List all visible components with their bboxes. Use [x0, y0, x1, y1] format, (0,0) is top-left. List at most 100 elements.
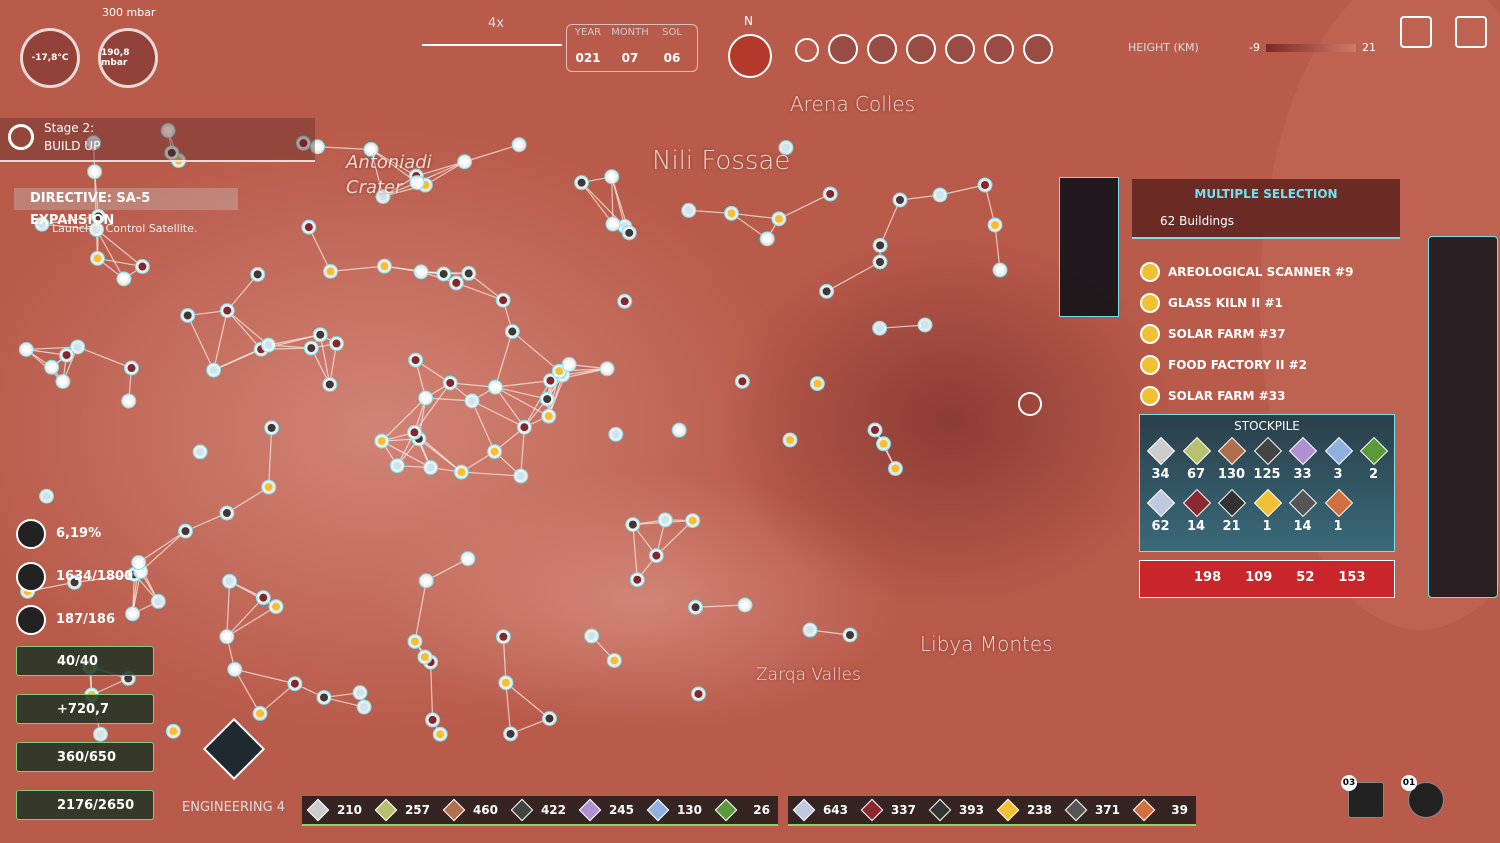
- road: [226, 581, 231, 637]
- selection-item[interactable]: SOLAR FARM #37: [1140, 318, 1390, 349]
- action-buttons[interactable]: [1059, 177, 1119, 317]
- stockpile-item: 21: [1214, 488, 1250, 534]
- building-core: [879, 439, 888, 448]
- building-core: [774, 214, 783, 223]
- road: [97, 257, 143, 268]
- road: [502, 636, 507, 683]
- resource-bar[interactable]: 360/650: [16, 742, 154, 772]
- build-sidebar[interactable]: [1428, 236, 1498, 598]
- item-icon: [1140, 323, 1160, 344]
- building-core: [410, 637, 419, 646]
- building-core: [230, 665, 239, 674]
- notification-count: 03: [1341, 775, 1357, 791]
- building-core: [325, 380, 334, 389]
- building-core: [446, 378, 455, 387]
- building-core: [608, 220, 617, 229]
- overlay-button[interactable]: [795, 38, 819, 62]
- building-core: [181, 527, 190, 536]
- resource-value: 39: [1171, 803, 1188, 817]
- building-core: [93, 254, 102, 263]
- date-panel: YEAR 021 MONTH 07 SOL 06: [566, 24, 698, 72]
- building-core: [688, 516, 697, 525]
- notification-count: 01: [1401, 775, 1417, 791]
- notification[interactable]: 01: [1401, 775, 1444, 818]
- building-core: [70, 578, 79, 587]
- compass[interactable]: [728, 34, 772, 78]
- stockpile-item: 3: [1321, 436, 1357, 482]
- map-label: Arena Colles: [790, 92, 916, 116]
- building-core: [313, 142, 322, 151]
- building-core: [603, 364, 612, 373]
- info-icon[interactable]: [1018, 392, 1042, 416]
- road: [381, 440, 431, 469]
- resource-bar[interactable]: 2176/2650: [16, 790, 154, 820]
- road: [494, 331, 513, 388]
- overlay-button[interactable]: [867, 34, 897, 64]
- overlay-button[interactable]: [906, 34, 936, 64]
- date-value: 06: [663, 51, 681, 65]
- height-scale: [1266, 44, 1356, 52]
- building-core: [127, 364, 136, 373]
- road: [826, 261, 881, 292]
- selection-item[interactable]: GLASS KILN II #1: [1140, 287, 1390, 318]
- selection-item[interactable]: SOLAR FARM #33: [1140, 380, 1390, 411]
- resource-icon: [646, 798, 670, 822]
- stockpile-count: 21: [1222, 519, 1241, 534]
- resource-value: 422: [540, 803, 566, 817]
- building-core: [577, 178, 586, 187]
- stat-value: 6,19%: [56, 526, 102, 541]
- road: [695, 604, 746, 608]
- road: [226, 606, 277, 638]
- overlay-button[interactable]: [984, 34, 1014, 64]
- menu-button[interactable]: [1455, 16, 1487, 48]
- building-core: [356, 688, 364, 697]
- resource-icon: [1182, 436, 1211, 466]
- stat-row: 187/186: [16, 598, 133, 641]
- overlay-button[interactable]: [945, 34, 975, 64]
- date-value: 07: [621, 51, 639, 65]
- stockpile-count: 125: [1253, 467, 1281, 482]
- item-name: SOLAR FARM #33: [1168, 388, 1286, 403]
- building-core: [516, 471, 525, 480]
- temperature-gauge[interactable]: -17,8°C: [20, 28, 80, 88]
- directive-title[interactable]: DIRECTIVE: SA-5 EXPANSION: [14, 188, 238, 228]
- resource-bar[interactable]: +720,7: [16, 694, 154, 724]
- stockpile-item: 34: [1143, 436, 1179, 482]
- item-icon: [1140, 292, 1160, 313]
- building-core: [607, 172, 616, 181]
- building-core: [413, 178, 422, 187]
- road: [414, 580, 427, 642]
- item-icon: [1140, 354, 1160, 375]
- overlay-button[interactable]: [1023, 34, 1053, 64]
- pressure-gauge[interactable]: 190,8 mbar: [98, 28, 158, 88]
- building-core: [520, 423, 529, 432]
- stockpile-count: 14: [1186, 519, 1206, 534]
- resource-bar[interactable]: 40/40: [16, 646, 154, 676]
- view-button[interactable]: [1400, 16, 1432, 48]
- overlay-button[interactable]: [828, 34, 858, 64]
- stat-row: 6,19%: [16, 512, 133, 555]
- resource-value: 337: [890, 803, 916, 817]
- building-core: [22, 345, 31, 354]
- speed-slider[interactable]: [422, 44, 562, 46]
- building-core: [47, 363, 56, 372]
- road: [520, 427, 525, 476]
- stockpile-title: STOCKPILE: [1234, 419, 1300, 433]
- building-core: [73, 342, 82, 351]
- stockpile-item: 14: [1285, 488, 1321, 534]
- building-core: [460, 157, 469, 166]
- selection-item[interactable]: FOOD FACTORY II #2: [1140, 349, 1390, 380]
- building-core: [763, 234, 772, 243]
- road: [456, 282, 504, 301]
- notification[interactable]: 03: [1341, 775, 1384, 818]
- building-core: [813, 379, 822, 388]
- building-core: [225, 577, 234, 586]
- road: [994, 224, 1001, 271]
- building-core: [652, 551, 661, 560]
- resource-count: 422: [506, 796, 574, 826]
- selection-item[interactable]: AREOLOGICAL SCANNER #9: [1140, 256, 1390, 287]
- resource-count: 460: [438, 796, 506, 826]
- building-core: [410, 428, 419, 437]
- road: [317, 146, 372, 151]
- selection-title: MULTIPLE SELECTION: [1194, 187, 1338, 201]
